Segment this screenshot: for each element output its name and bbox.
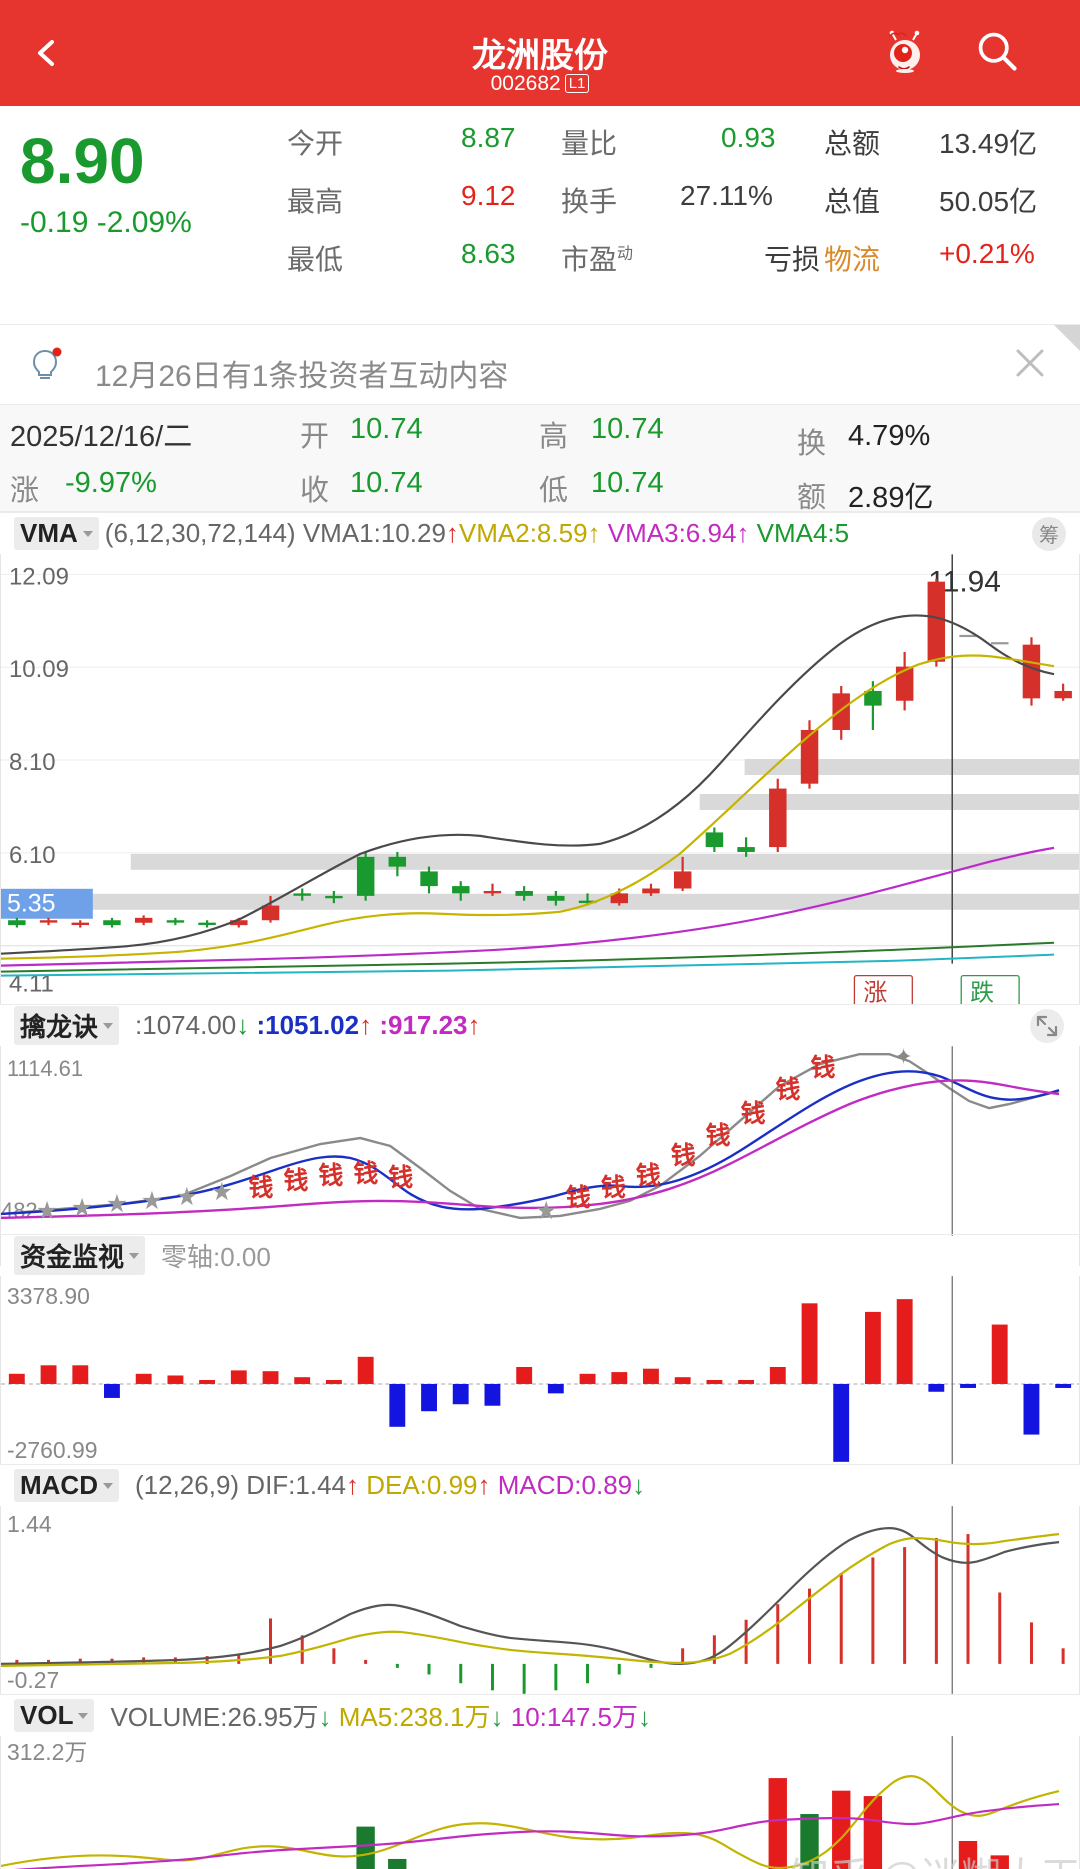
svg-text:钱: 钱 bbox=[741, 1099, 766, 1128]
svg-text:5.35: 5.35 bbox=[7, 890, 56, 918]
svg-text:★: ★ bbox=[71, 1194, 93, 1222]
svg-text:★: ★ bbox=[141, 1187, 163, 1215]
svg-text:1.44: 1.44 bbox=[7, 1511, 52, 1537]
svg-text:钱: 钱 bbox=[249, 1173, 274, 1202]
svg-text:3378.90: 3378.90 bbox=[7, 1283, 90, 1309]
svg-text:★: ★ bbox=[211, 1178, 233, 1206]
svg-text:312.2万: 312.2万 bbox=[7, 1739, 87, 1765]
svg-text:知乎 @迷糊大王: 知乎 @迷糊大王 bbox=[790, 1856, 1080, 1869]
svg-text:跌: 跌 bbox=[970, 980, 994, 1004]
svg-text:涨: 涨 bbox=[863, 980, 887, 1004]
svg-text:钱: 钱 bbox=[601, 1173, 626, 1202]
svg-text:钱: 钱 bbox=[636, 1161, 661, 1190]
svg-text:钱: 钱 bbox=[318, 1161, 343, 1190]
svg-text:8.10: 8.10 bbox=[9, 749, 56, 776]
svg-text:-2760.99: -2760.99 bbox=[7, 1437, 98, 1463]
svg-text:★: ★ bbox=[106, 1190, 128, 1218]
svg-text:钱: 钱 bbox=[566, 1183, 591, 1212]
svg-text:钱: 钱 bbox=[810, 1053, 835, 1082]
svg-text:✦: ✦ bbox=[894, 1046, 912, 1069]
svg-text:10.09: 10.09 bbox=[9, 656, 69, 683]
svg-text:钱: 钱 bbox=[283, 1166, 308, 1195]
svg-text:6.10: 6.10 bbox=[9, 842, 56, 869]
svg-text:钱: 钱 bbox=[776, 1075, 801, 1104]
svg-text:12.09: 12.09 bbox=[9, 563, 69, 590]
svg-text:钱: 钱 bbox=[671, 1141, 696, 1170]
svg-text:钱: 钱 bbox=[706, 1121, 731, 1150]
svg-text:★: ★ bbox=[535, 1197, 557, 1225]
svg-text:★: ★ bbox=[176, 1183, 198, 1211]
svg-text:钱: 钱 bbox=[353, 1159, 378, 1188]
svg-text:钱: 钱 bbox=[388, 1163, 413, 1192]
svg-text:★: ★ bbox=[36, 1197, 58, 1225]
svg-text:1114.61: 1114.61 bbox=[7, 1056, 83, 1081]
svg-text:-0.27: -0.27 bbox=[7, 1667, 59, 1693]
